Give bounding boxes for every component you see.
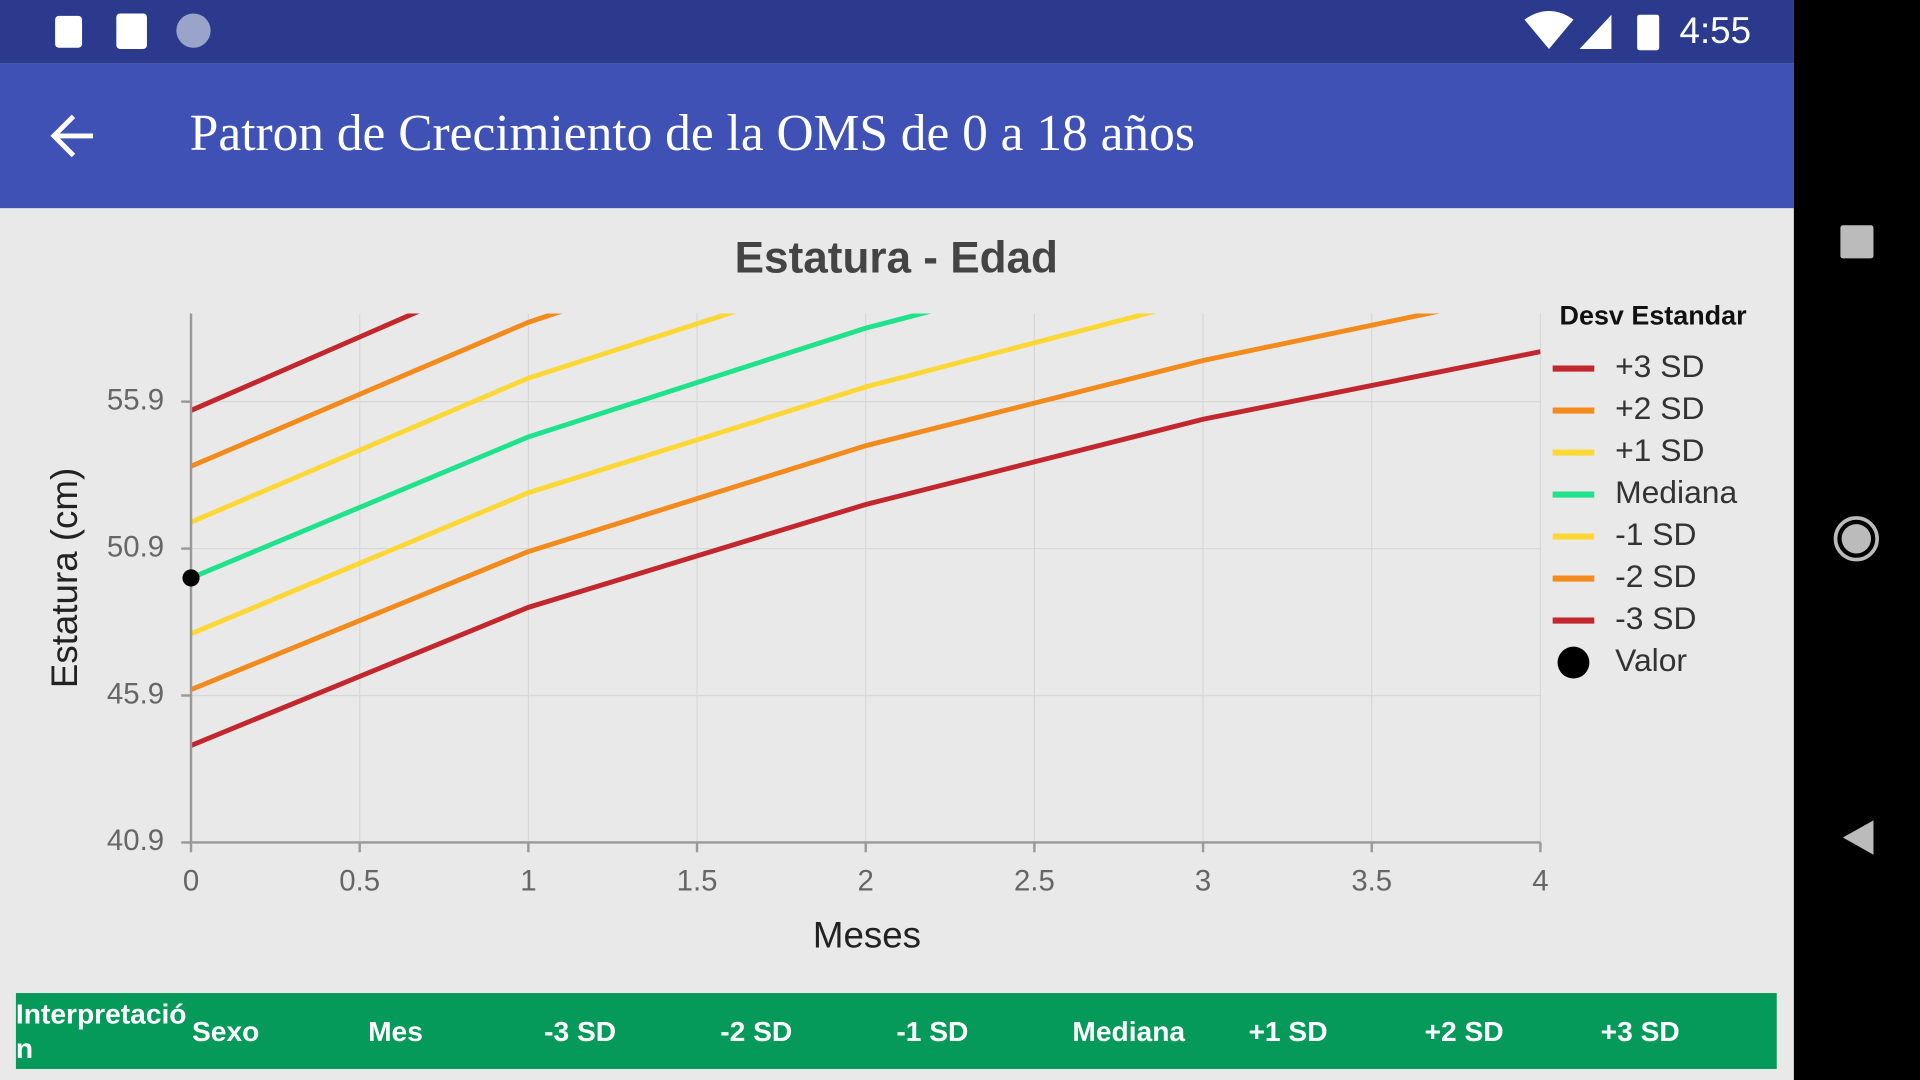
series-line [191,313,1157,637]
legend-label: +3 SD [1615,348,1704,384]
status-time: 4:55 [1680,10,1751,51]
legend-title: Desv Estandar [1560,300,1748,330]
status-icon [116,13,147,49]
back-nav-button[interactable] [1842,820,1874,855]
y-tick-label: 55.9 [107,383,164,416]
table-header-text: +1 SD [1248,1015,1328,1047]
x-tick-label: 1.5 [677,865,718,898]
table-header-text: Sexo [191,1015,260,1047]
x-tick-label: 0.5 [339,865,380,898]
legend-label: -1 SD [1615,516,1696,552]
table-header-text: Interpretación [15,997,187,1065]
legend-label: Mediana [1615,474,1737,510]
home-button[interactable] [1833,516,1879,562]
table-header-cell: -3 SD [544,1015,617,1047]
chart-title: Estatura - Edad [735,233,1058,282]
x-tick-label: 0 [183,865,199,898]
legend-swatch [1557,646,1590,679]
x-tick-label: 4 [1532,865,1548,898]
legend-label: +2 SD [1615,390,1704,426]
table-header-text: +3 SD [1600,1015,1680,1047]
x-tick-label: 3.5 [1351,865,1392,898]
table-header-cell: Interpretación [15,997,187,1065]
legend-label: -2 SD [1615,558,1696,594]
table-header-cell: +2 SD [1424,1015,1504,1047]
legend-label: Valor [1615,642,1687,678]
table-header-cell: Sexo [191,1015,260,1047]
wifi-icon [1524,11,1574,49]
battery-icon [1637,14,1660,51]
x-tick-label: 2 [858,865,874,898]
recents-button[interactable] [1840,225,1874,259]
table-header-cell: Mes [368,1015,423,1047]
y-tick-label: 40.9 [107,824,164,857]
table-header-cell: Mediana [1072,1015,1186,1047]
back-button[interactable] [50,114,94,158]
table-header-text: -1 SD [896,1015,969,1047]
table-header-cell: -1 SD [896,1015,969,1047]
series-line [191,313,932,581]
status-icon [176,13,211,48]
table-header-cell: -2 SD [720,1015,793,1047]
table-header-text: Mediana [1072,1015,1186,1047]
x-axis-label: Meses [813,915,921,956]
series-line [191,313,1440,692]
status-icon [55,15,83,48]
table-header-text: +2 SD [1424,1015,1504,1047]
x-tick-label: 3 [1195,865,1211,898]
legend-label: -3 SD [1615,600,1696,636]
table-header-cell: +3 SD [1600,1015,1680,1047]
data-point [182,569,200,587]
table-header-cell: +1 SD [1248,1015,1328,1047]
series-line [191,313,737,525]
app-bar [0,63,1794,209]
x-tick-label: 1 [520,865,536,898]
table-header-text: Mes [368,1015,423,1047]
home-button-inner [1841,524,1872,554]
table-header [15,993,1777,1069]
status-bar [0,0,1794,64]
app-title: Patron de Crecimiento de la OMS de 0 a 1… [190,105,1195,162]
y-axis-label: Estatura (cm) [44,468,85,688]
legend-label: +1 SD [1615,432,1704,468]
y-tick-label: 45.9 [107,677,164,710]
y-tick-label: 50.9 [107,530,164,563]
x-tick-label: 2.5 [1014,865,1055,898]
series-line [191,313,563,469]
series-line [191,349,1541,748]
table-header-text: -2 SD [720,1015,793,1047]
table-header-text: -3 SD [544,1015,617,1047]
